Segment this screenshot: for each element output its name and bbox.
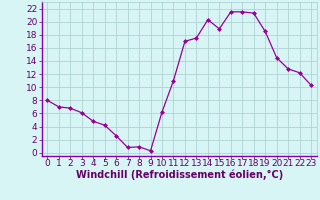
X-axis label: Windchill (Refroidissement éolien,°C): Windchill (Refroidissement éolien,°C) xyxy=(76,169,283,180)
